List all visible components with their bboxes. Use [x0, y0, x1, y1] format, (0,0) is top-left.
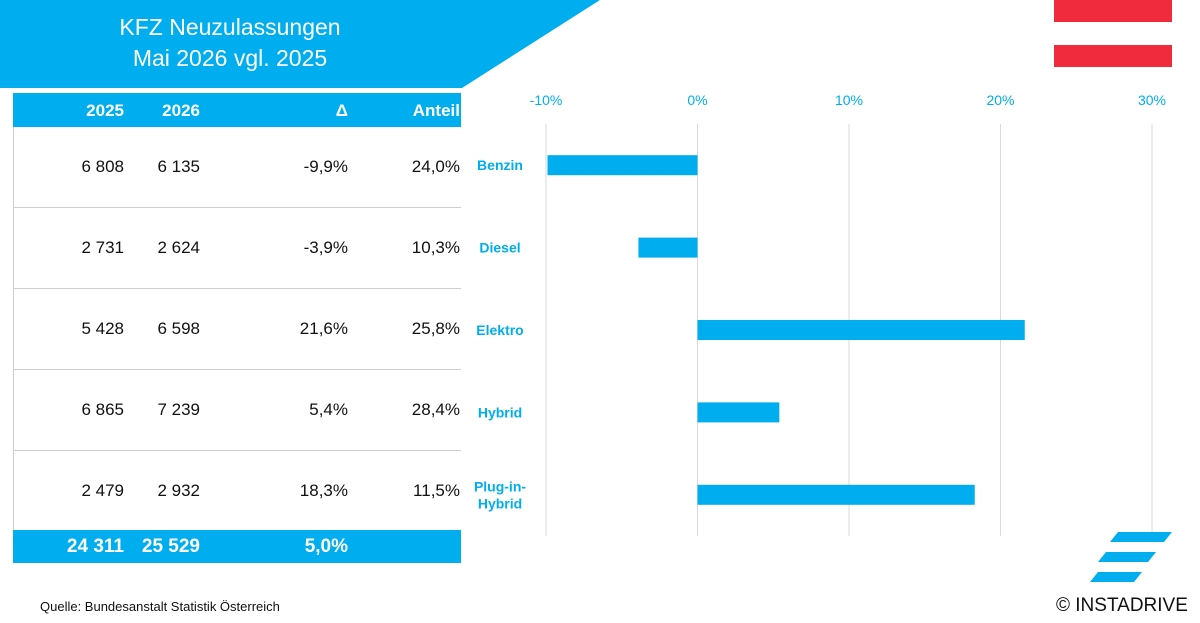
cell-2026: 2 624: [157, 238, 200, 257]
chart-title: KFZ Neuzulassungen Mai 2026 vgl. 2025: [20, 12, 440, 74]
cell-2026: 6 598: [157, 319, 200, 338]
cell-delta: 21,6%: [299, 319, 348, 338]
cell-2025: 6 865: [81, 400, 124, 419]
x-tick-label: 0%: [687, 92, 707, 108]
flag-stripe-bottom: [1054, 45, 1172, 67]
cell-2026: 7 239: [157, 400, 200, 419]
category-label: Elektro: [476, 322, 523, 338]
table-row: 5 428 6 598 21,6% 25,8%: [13, 289, 461, 370]
table-total-row: 24 311 25 529 5,0%: [13, 530, 461, 563]
cell-2025: 2 731: [81, 238, 124, 257]
cell-anteil: 11,5%: [413, 481, 460, 500]
category-label: Benzin: [477, 157, 523, 173]
title-line-2: Mai 2026 vgl. 2025: [132, 45, 328, 71]
title-line-1: KFZ Neuzulassungen: [119, 14, 341, 40]
header-2026: 2026: [162, 101, 200, 120]
source-note: Quelle: Bundesanstalt Statistik Österrei…: [40, 599, 280, 614]
cell-2025: 6 808: [81, 157, 124, 176]
cell-2025: 2 479: [81, 481, 124, 500]
cell-delta: 18,3%: [299, 481, 348, 500]
cell-anteil: 28,4%: [411, 400, 460, 419]
category-label: Hybrid: [478, 404, 522, 420]
bar-elektro: [697, 320, 1025, 340]
x-tick-label: 30%: [1138, 92, 1166, 108]
x-tick-label: 10%: [835, 92, 863, 108]
table-header: 2025 2026 Δ Anteil: [13, 93, 461, 127]
x-tick-label: -10%: [530, 92, 563, 108]
bar-diesel: [638, 237, 698, 258]
x-tick-label: 20%: [986, 92, 1014, 108]
title-banner: KFZ Neuzulassungen Mai 2026 vgl. 2025: [0, 0, 600, 88]
bar-plug-in-hybrid: [697, 484, 975, 505]
header-delta: Δ: [335, 101, 348, 120]
table-row: 6 865 7 239 5,4% 28,4%: [13, 370, 461, 451]
total-delta: 5,0%: [304, 536, 348, 557]
table-row: 2 731 2 624 -3,9% 10,3%: [13, 208, 461, 289]
category-label: Plug-in-Hybrid: [474, 478, 526, 511]
cell-2025: 5 428: [81, 319, 124, 338]
cell-2026: 2 932: [157, 481, 200, 500]
table-row: 6 808 6 135 -9,9% 24,0%: [13, 127, 461, 208]
cell-delta: -3,9%: [303, 238, 348, 257]
table-left-border: [13, 127, 14, 530]
header-anteil: Anteil: [412, 101, 460, 120]
flag-stripe-top: [1054, 0, 1172, 22]
cell-delta: -9,9%: [303, 157, 348, 176]
delta-bar-chart: -10% 0% 10% 20% 30% Benzin Diesel Elektro Hybrid…: [474, 92, 1166, 536]
category-label: Diesel: [479, 240, 520, 256]
instadrive-logo-icon: [1090, 532, 1172, 582]
cell-anteil: 24,0%: [411, 157, 460, 176]
table-row: 2 479 2 932 18,3% 11,5%: [13, 451, 461, 530]
header-2025: 2025: [86, 101, 124, 120]
cell-2026: 6 135: [157, 157, 200, 176]
cell-delta: 5,4%: [309, 400, 348, 419]
copyright: © INSTADRIVE: [1056, 595, 1188, 616]
bar-hybrid: [697, 402, 780, 423]
title-banner-shape: [0, 0, 600, 88]
cell-anteil: 25,8%: [411, 319, 460, 338]
bar-benzin: [547, 155, 698, 176]
cell-anteil: 10,3%: [411, 238, 460, 257]
total-2026: 25 529: [141, 536, 200, 557]
total-2025: 24 311: [66, 536, 124, 557]
